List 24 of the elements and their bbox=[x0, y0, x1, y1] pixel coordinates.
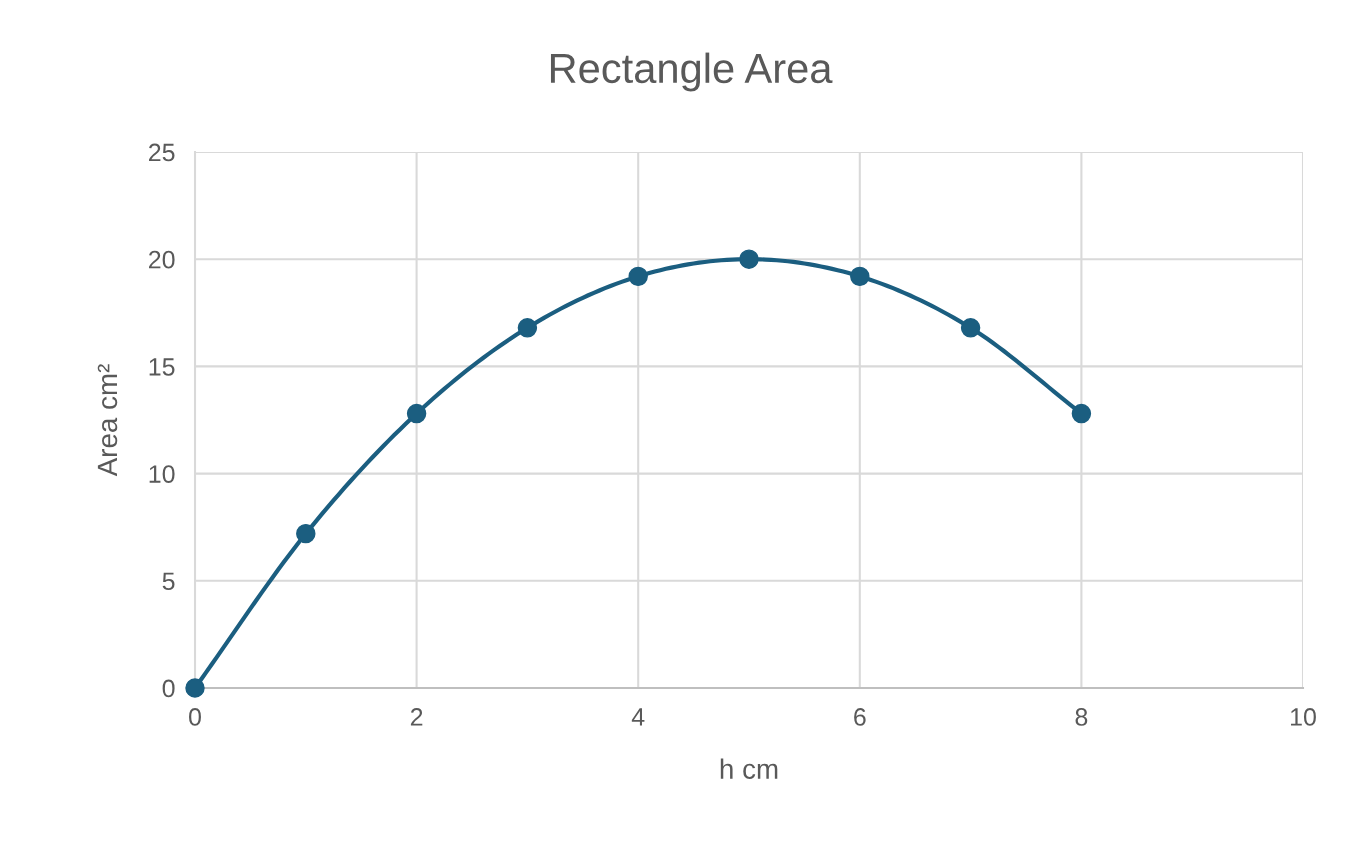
y-tick-label: 25 bbox=[149, 143, 175, 162]
x-tick-label: 4 bbox=[631, 708, 645, 726]
point bbox=[850, 266, 870, 287]
y-tick-label: 15 bbox=[149, 358, 175, 376]
x-tick-label: 0 bbox=[189, 708, 201, 726]
y-tick-label: 10 bbox=[149, 465, 175, 483]
chart-title: Rectangle Area bbox=[550, 52, 833, 92]
point bbox=[960, 318, 981, 338]
point bbox=[185, 678, 205, 698]
point bbox=[628, 266, 648, 287]
y-tick-label: 20 bbox=[149, 250, 175, 269]
point bbox=[296, 523, 316, 544]
x-tick-label: 10 bbox=[1291, 708, 1316, 726]
point bbox=[1071, 403, 1092, 424]
point bbox=[517, 318, 538, 338]
x-tick-label: 6 bbox=[854, 708, 866, 726]
point bbox=[739, 249, 759, 269]
point bbox=[406, 403, 427, 424]
x-axis-title: h cm bbox=[720, 758, 778, 779]
y-tick-label: 0 bbox=[162, 679, 175, 698]
x-tick-label: 8 bbox=[1075, 708, 1088, 726]
x-tick-label: 2 bbox=[410, 708, 423, 726]
y-axis-title: Area cm² bbox=[97, 364, 118, 477]
y-tick-label: 5 bbox=[162, 572, 175, 591]
